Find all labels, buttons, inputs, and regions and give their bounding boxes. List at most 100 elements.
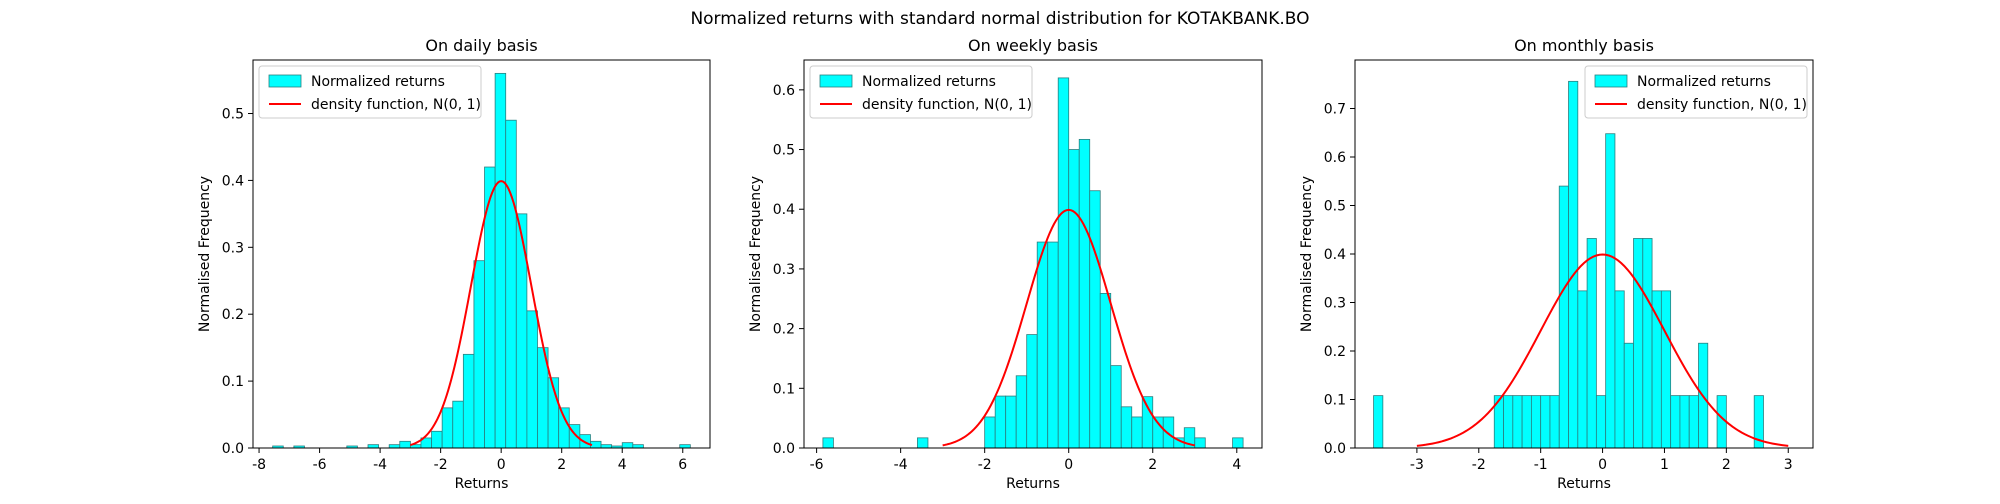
y-tick-label: 0.3 [222, 240, 244, 256]
x-tick-label: 0 [497, 457, 506, 473]
legend-hist-label: Normalized returns [862, 74, 996, 90]
histogram-bar [1120, 406, 1133, 449]
histogram-bar [1512, 395, 1523, 449]
y-tick-label: 0.3 [1324, 296, 1346, 312]
histogram-bar [1005, 395, 1017, 449]
histogram-bar [526, 310, 538, 449]
y-tick-label: 0.3 [773, 262, 795, 278]
histogram-bar [632, 444, 644, 449]
histogram-bar [494, 72, 507, 449]
legend-hist-swatch [1594, 74, 1628, 88]
histogram-bar [1194, 437, 1206, 449]
legend-box [809, 65, 1033, 119]
histogram-bar [1110, 365, 1122, 449]
legend-hist-swatch [268, 74, 302, 88]
density-curve [410, 180, 593, 446]
histogram-bar [399, 440, 411, 449]
x-tick-label: 4 [618, 457, 627, 473]
histogram-bar [1099, 292, 1112, 449]
y-tick-label: 0.4 [1324, 247, 1346, 263]
y-tick-label: 0.2 [222, 307, 244, 323]
histogram-bar [1068, 149, 1080, 449]
histogram-bar [367, 444, 380, 449]
density-curve [942, 208, 1195, 447]
y-axis-label: Normalised Frequency [197, 176, 213, 332]
y-tick-label: 0.2 [1324, 344, 1346, 360]
histogram-bar [388, 444, 401, 449]
legend-hist-label: Normalized returns [1637, 74, 1771, 90]
x-axis-label: Returns [455, 476, 509, 492]
y-tick-label: 0.6 [1324, 150, 1346, 166]
histogram-bar [679, 444, 691, 449]
y-tick-label: 0.0 [773, 441, 795, 457]
histogram-bar [1530, 395, 1542, 449]
x-tick-label: 1 [1660, 457, 1669, 473]
histogram-bar [1558, 185, 1569, 449]
x-axis-label: Returns [1557, 476, 1611, 492]
legend-curve-label: density function, N(0, 1) [862, 97, 1032, 113]
x-tick-label: -8 [252, 457, 266, 473]
x-axis-label: Returns [1006, 476, 1060, 492]
histogram-bar [994, 395, 1007, 449]
legend: Normalized returns density function, N(0,… [809, 65, 1033, 119]
x-tick-label: 4 [1232, 457, 1241, 473]
histogram-bar [1679, 395, 1690, 449]
histogram-bar [1540, 395, 1551, 449]
x-tick-label: -2 [434, 457, 448, 473]
histogram-bar [1595, 395, 1607, 449]
legend-box [258, 65, 482, 119]
histogram-bar [1026, 334, 1038, 449]
legend-hist-swatch [819, 74, 853, 88]
histogram-bar [1036, 241, 1049, 449]
subplot-title: On monthly basis [1514, 36, 1654, 55]
y-tick-label: 0.2 [773, 322, 795, 338]
x-tick-label: -2 [978, 457, 992, 473]
histogram-bar [1162, 416, 1175, 449]
histogram-bar [984, 416, 996, 449]
histogram-bar [558, 407, 570, 449]
legend-curve-label: density function, N(0, 1) [1637, 97, 1807, 113]
x-tick-label: 2 [1722, 457, 1731, 473]
histogram-bars [272, 72, 691, 449]
histogram-bar [917, 437, 929, 449]
y-tick-label: 0.5 [773, 143, 795, 159]
histogram-bar [452, 400, 464, 449]
histogram-bars [822, 77, 1244, 449]
subplot-title: On weekly basis [968, 36, 1098, 55]
histogram-bar [1605, 133, 1616, 449]
histogram-bar [462, 353, 475, 449]
y-tick-label: 0.1 [773, 381, 795, 397]
histogram-bar [1633, 238, 1644, 449]
histogram-bar [1521, 395, 1532, 449]
histogram-bar [1232, 437, 1244, 449]
histogram-bars [1373, 80, 1764, 449]
y-tick-label: 0.1 [1324, 393, 1346, 409]
histogram-bar [1586, 238, 1597, 449]
y-axis-label: Normalised Frequency [1299, 176, 1315, 332]
density-curve [1416, 253, 1789, 447]
panel-1: -8 -6 -4 -2 0 2 4 6 0.0 0.1 0.2 0.3 0.4 0.5 On daily b… [197, 36, 711, 492]
panel-3: -3 -2 -1 0 1 2 3 0.0 0.1 0.2 0.3 0.4 0.5 0.6 0.7 On mon… [1299, 36, 1814, 492]
histogram-bar [441, 407, 454, 449]
legend-hist-label: Normalized returns [311, 74, 445, 90]
y-tick-label: 0.4 [773, 202, 795, 218]
x-tick-label: -6 [810, 457, 824, 473]
histogram-bar [1660, 290, 1672, 449]
histogram-bar [1373, 395, 1384, 449]
x-tick-label: -1 [1534, 457, 1548, 473]
panel-2: -6 -4 -2 0 2 4 0.0 0.1 0.2 0.3 0.4 0.5 0.6 On weekly … [748, 36, 1263, 492]
histogram-bar [1047, 241, 1059, 449]
subplot-title: On daily basis [425, 36, 537, 55]
histogram-bar [1141, 396, 1154, 449]
legend: Normalized returns density function, N(0,… [258, 65, 482, 119]
x-tick-label: -4 [373, 457, 387, 473]
legend: Normalized returns density function, N(0,… [1584, 65, 1808, 119]
histogram-bar [600, 444, 613, 449]
histogram-bar [1089, 190, 1101, 449]
histogram-bar [1614, 290, 1625, 449]
x-tick-label: 6 [678, 457, 687, 473]
y-tick-label: 0.0 [222, 441, 244, 457]
histogram-bar [1503, 395, 1514, 449]
y-tick-label: 0.6 [773, 83, 795, 99]
